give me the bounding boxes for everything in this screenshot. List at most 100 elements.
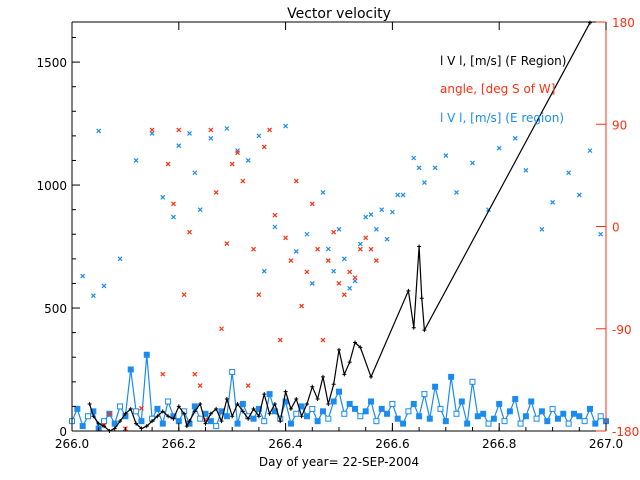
data-point: [417, 244, 422, 249]
data-point: [379, 207, 385, 213]
data-point: [256, 414, 261, 419]
y-tick-label: 500: [44, 302, 67, 316]
data-point: [480, 410, 487, 417]
legend-angle: angle, [deg S of W]: [440, 82, 555, 96]
data-point: [219, 326, 224, 332]
data-point: [490, 415, 497, 422]
data-point: [337, 347, 341, 352]
data-point: [208, 411, 213, 416]
data-point: [246, 416, 251, 421]
data-point: [150, 419, 155, 424]
data-point: [347, 285, 353, 291]
y2-tick-label: -90: [612, 323, 632, 337]
data-point: [87, 401, 92, 406]
data-point: [341, 256, 347, 262]
data-point: [123, 411, 128, 416]
data-point: [598, 231, 604, 237]
data-point: [101, 418, 108, 425]
data-point: [245, 158, 251, 163]
data-point: [160, 409, 165, 414]
data-point: [207, 418, 214, 425]
data-point: [128, 406, 133, 411]
series-2: [69, 351, 609, 432]
data-point: [373, 226, 379, 232]
data-point: [176, 127, 182, 133]
data-point: [267, 411, 272, 416]
data-point: [85, 413, 92, 420]
data-point: [416, 165, 422, 171]
y2-tick-label: -180: [612, 425, 639, 439]
data-point: [240, 409, 245, 414]
data-point: [298, 403, 305, 410]
data-point: [544, 418, 551, 425]
data-point: [171, 201, 176, 207]
y2-tick-label: 0: [612, 221, 620, 235]
data-point: [80, 273, 86, 279]
data-point: [565, 420, 572, 427]
data-point: [325, 246, 331, 252]
data-point: [117, 403, 124, 410]
data-point: [314, 418, 321, 425]
data-point: [288, 258, 294, 264]
data-point: [224, 241, 230, 246]
data-point: [405, 408, 412, 415]
data-point: [159, 420, 166, 427]
data-point: [261, 144, 267, 150]
data-point: [325, 258, 331, 264]
data-point: [191, 403, 198, 410]
data-point: [506, 408, 513, 415]
data-point: [133, 408, 140, 415]
data-point: [267, 127, 273, 133]
data-point: [143, 351, 150, 358]
data-point: [90, 408, 97, 415]
data-point: [304, 269, 310, 275]
data-point: [474, 413, 481, 420]
data-point: [197, 415, 204, 422]
data-point: [512, 396, 519, 403]
data-point: [358, 345, 363, 350]
data-point: [422, 328, 427, 333]
data-point: [111, 420, 118, 427]
data-point: [566, 170, 572, 176]
data-point: [442, 418, 449, 425]
data-point: [341, 410, 348, 417]
data-point: [294, 397, 299, 402]
data-point: [432, 383, 439, 390]
data-point: [234, 420, 241, 427]
data-point: [272, 401, 277, 406]
data-point: [283, 389, 288, 394]
data-point: [357, 413, 364, 420]
legend-e-region: l V l, [m/s] (E region): [440, 111, 564, 125]
data-point: [160, 194, 166, 200]
data-point: [336, 226, 342, 232]
data-point: [363, 235, 369, 241]
data-point: [411, 325, 416, 330]
data-point: [91, 414, 96, 419]
data-point: [432, 165, 438, 171]
data-point: [175, 418, 182, 425]
data-point: [320, 374, 325, 379]
data-point: [223, 413, 230, 420]
data-point: [112, 426, 117, 431]
data-point: [165, 161, 171, 167]
data-point: [496, 400, 503, 407]
data-point: [550, 199, 556, 205]
data-point: [229, 161, 235, 167]
data-point: [331, 382, 336, 387]
data-point: [239, 400, 246, 407]
data-point: [368, 246, 374, 252]
data-point: [336, 280, 342, 286]
data-point: [315, 397, 320, 402]
data-point: [523, 167, 529, 173]
data-point: [187, 130, 192, 136]
data-point: [309, 281, 315, 286]
data-point: [262, 392, 267, 397]
data-point: [144, 424, 149, 429]
data-point: [437, 405, 444, 412]
data-point: [293, 410, 300, 417]
data-point: [549, 405, 556, 412]
data-point: [368, 398, 375, 405]
data-point: [469, 378, 476, 385]
data-point: [304, 231, 310, 237]
data-point: [149, 127, 155, 133]
